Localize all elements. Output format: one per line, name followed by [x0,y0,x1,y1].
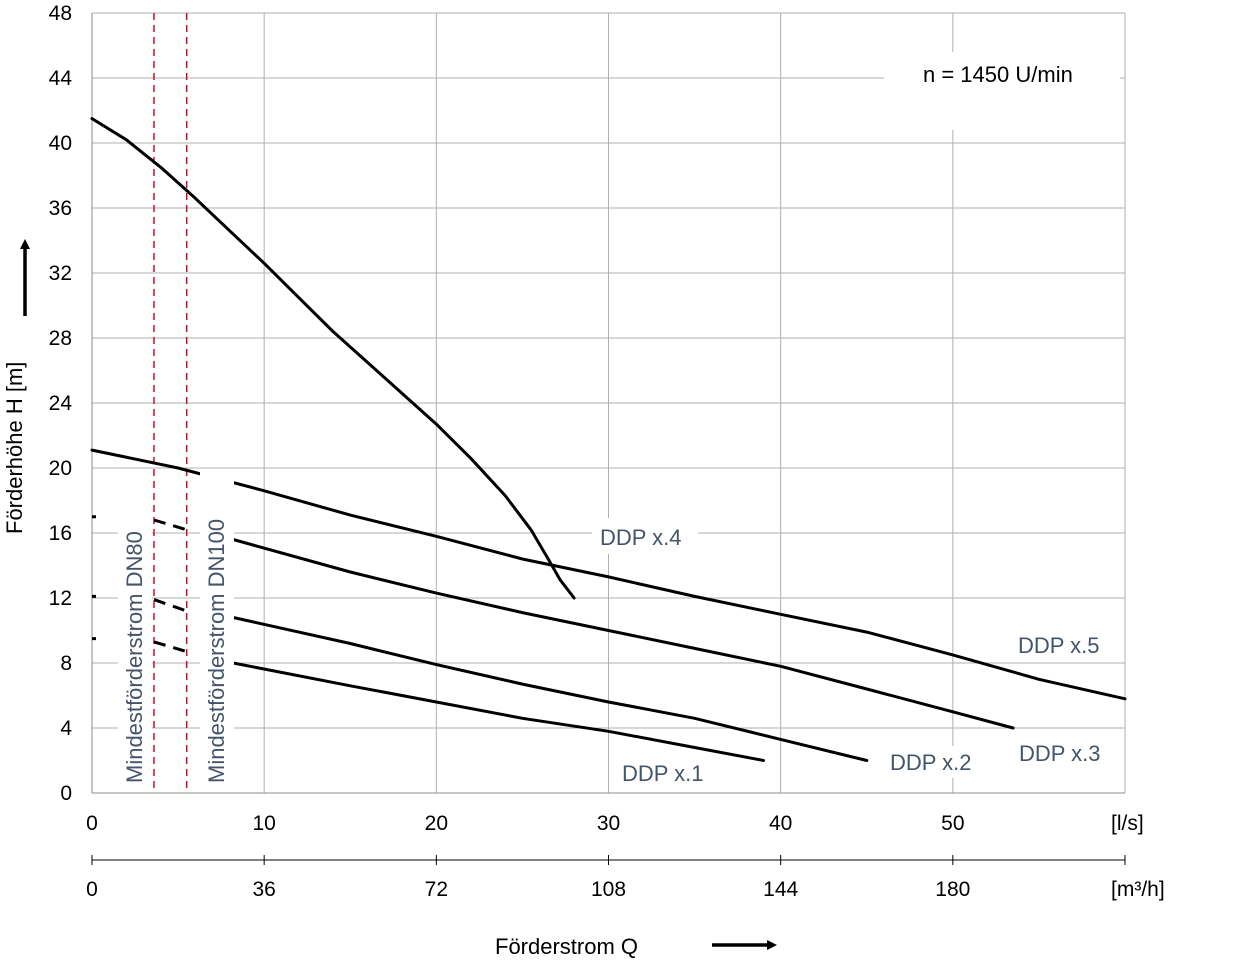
min-flow-label-dn100: Mindestförderstrom DN100 [204,519,229,783]
series-label-ddp-x2: DDP x.2 [890,750,972,775]
x-tick-label: 10 [252,812,275,835]
x-tick-label: 40 [769,812,792,835]
series-line-2 [231,616,869,762]
y-tick-label: 20 [49,457,72,480]
y-tick-label: 48 [49,2,72,25]
series-label-ddp-x3: DDP x.3 [1019,741,1101,766]
speed-annotation: n = 1450 U/min [923,62,1073,87]
series-dashed-2 [153,598,188,613]
x-axis-title: Förderstrom Q [495,934,638,959]
series-dashed-3 [153,518,188,532]
y-tick-label: 16 [49,522,72,545]
x-axis-unit: [l/s] [1111,812,1144,835]
series-label-ddp-x4: DDP x.4 [600,525,682,550]
series-line-1 [231,661,765,762]
y-tick-label: 36 [49,197,72,220]
y-tick-label: 8 [60,652,72,675]
y-tick-label: 32 [49,262,72,285]
y-tick-label: 28 [49,327,72,350]
x2-tick-marks [91,855,1126,865]
series-dashed-1 [153,640,188,654]
x-tick-label: 30 [597,812,620,835]
y-tick-label: 4 [60,717,72,740]
min-flow-lines [153,13,188,793]
series-line-4 [90,117,576,600]
min-flow-labels: Mindestförderstrom DN80 Mindestförderstr… [118,470,234,786]
x-tick-label: 0 [86,812,98,835]
x2-axis-unit: [m³/h] [1111,878,1165,901]
y-tick-label: 0 [60,782,72,805]
y-tick-label: 40 [49,132,72,155]
x2-tick-label: 0 [86,878,98,901]
y-axis-title: Förderhöhe H [m] [2,362,27,534]
x2-tick-label: 72 [425,878,448,901]
series-label-ddp-x5: DDP x.5 [1018,633,1100,658]
grid [91,12,1126,794]
y-tick-label: 44 [49,67,73,90]
series-labels: DDP x.4 DDP x.5 DDP x.3 DDP x.2 DDP x.1 [592,518,1116,788]
x-tick-label: 50 [941,812,964,835]
series [90,117,1127,762]
x2-tick-label: 144 [763,878,798,901]
min-flow-label-dn80: Mindestförderstrom DN80 [122,531,147,783]
x2-tick-label: 180 [935,878,970,901]
y-tick-label: 12 [49,587,72,610]
x-tick-label: 20 [425,812,448,835]
series-label-ddp-x1: DDP x.1 [622,761,704,786]
x2-tick-label: 108 [591,878,626,901]
series-line-5 [90,448,1127,701]
series-line-3 [231,538,1015,730]
x2-tick-label: 36 [252,878,275,901]
y-tick-label: 24 [49,392,73,415]
